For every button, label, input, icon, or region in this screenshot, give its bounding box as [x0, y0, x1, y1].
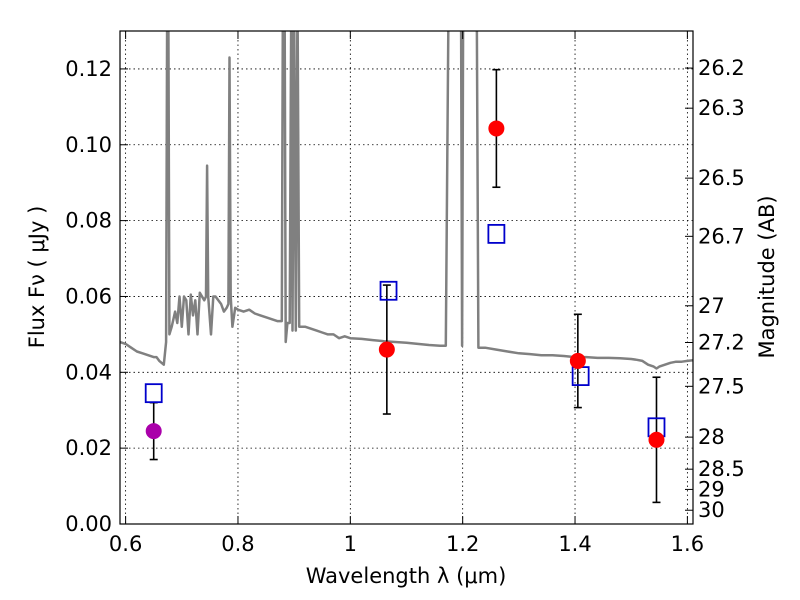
magnitude-tick-label: 26.3	[698, 96, 745, 120]
model-photometry-square	[487, 223, 506, 244]
x-tick-label: 1.2	[446, 532, 479, 556]
observed-flux-point	[488, 120, 505, 137]
magnitude-tick-label: 28.5	[698, 457, 745, 481]
x-tick-label: 0.8	[221, 532, 254, 556]
model-spectrum-line	[120, 31, 693, 370]
magnitude-tick-label: 26.7	[698, 224, 745, 248]
y-tick-label: 0.06	[65, 284, 112, 308]
magnitude-tick-label: 27	[698, 294, 725, 318]
model-photometry-markers	[144, 223, 666, 438]
model-photometry-square	[379, 280, 398, 301]
y-tick-label: 0.00	[65, 512, 112, 536]
magnitude-tick-label: 30	[698, 498, 725, 522]
y-tick-label: 0.10	[65, 133, 112, 157]
x-tick-label: 1	[344, 532, 357, 556]
observed-flux-point	[648, 431, 665, 448]
model-photometry-square	[144, 383, 163, 404]
magnitude-tick-label: 26.5	[698, 166, 745, 190]
x-tick-label: 0.6	[109, 532, 142, 556]
observed-flux-point	[145, 423, 162, 440]
y-axis-label: Flux Fν ( μJy )	[25, 206, 49, 349]
observed-flux-point	[569, 352, 586, 369]
magnitude-tick-label: 28	[698, 425, 725, 449]
y-tick-label: 0.02	[65, 436, 112, 460]
y2-axis-label: Magnitude (AB)	[755, 195, 779, 358]
magnitude-tick-label: 29	[698, 477, 725, 501]
error-bars	[149, 68, 661, 504]
observed-flux-point	[378, 341, 395, 358]
y-tick-label: 0.08	[65, 209, 112, 233]
magnitude-tick-label: 27.2	[698, 330, 745, 354]
x-tick-label: 1.6	[671, 532, 704, 556]
observed-photometry-markers	[145, 120, 665, 448]
magnitude-tick-label: 27.5	[698, 374, 745, 398]
plot-frame	[119, 30, 694, 525]
magnitude-tick-label: 26.2	[698, 56, 745, 80]
plot-area	[120, 31, 693, 370]
x-tick-label: 1.4	[558, 532, 591, 556]
y-axis-ticks: 0.00 0.02 0.04 0.06 0.08 0.10 0.12	[65, 57, 128, 536]
x-axis-label: Wavelength λ (μm)	[306, 564, 507, 588]
y-tick-label: 0.04	[65, 360, 112, 384]
y-tick-label: 0.12	[65, 57, 112, 81]
x-axis-ticks: 0.6 0.8 1 1.2 1.4 1.6	[109, 31, 704, 556]
